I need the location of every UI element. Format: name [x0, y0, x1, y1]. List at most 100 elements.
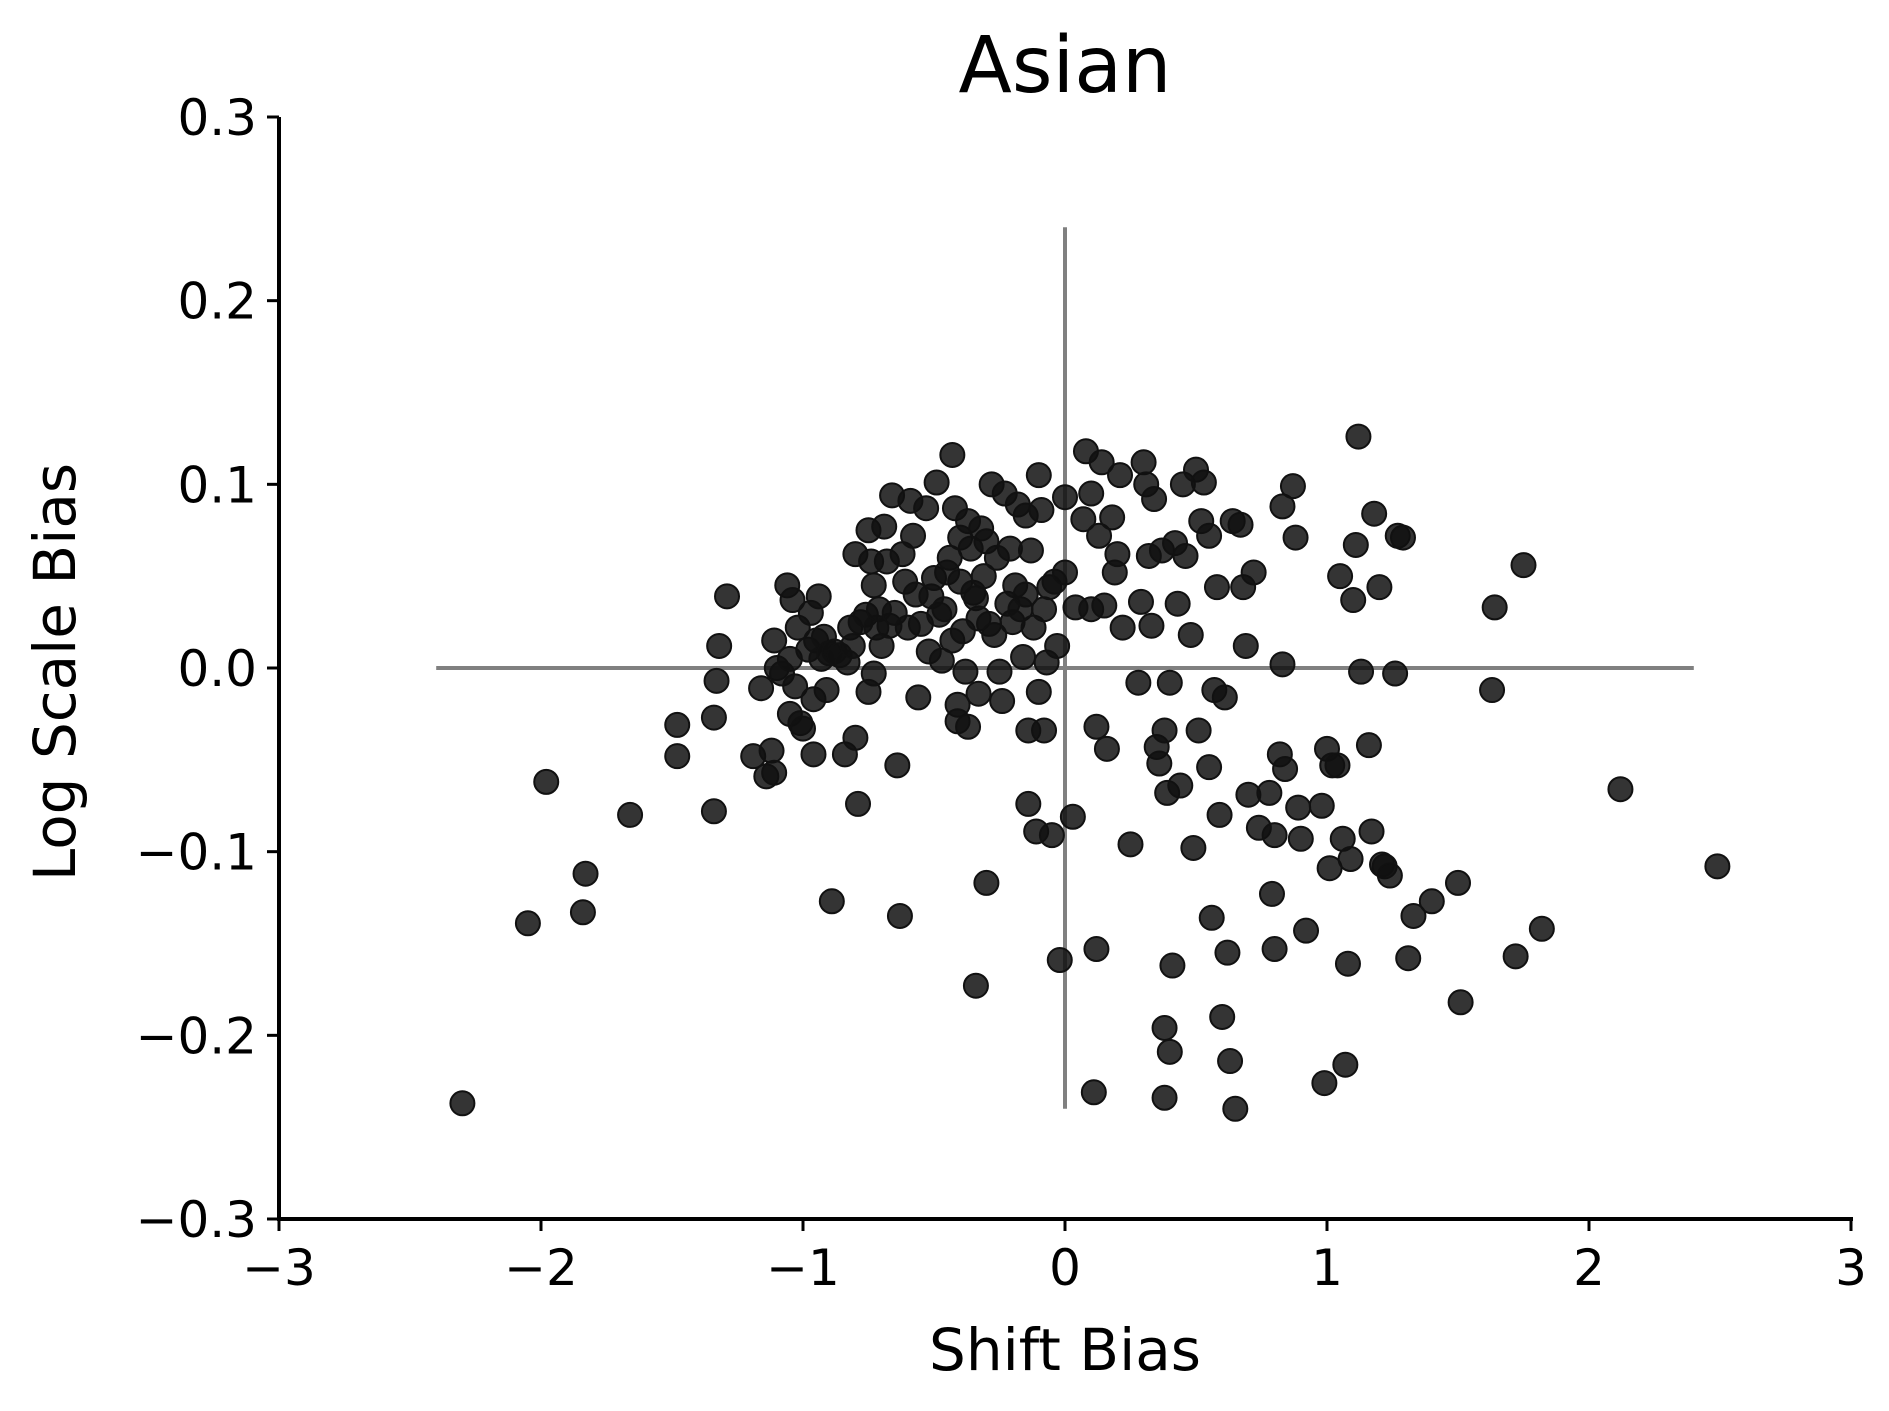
reference-lines [436, 227, 1694, 1109]
data-point [886, 902, 913, 929]
data-point [805, 583, 832, 610]
data-point [1052, 559, 1078, 586]
data-point [955, 713, 982, 740]
data-point [913, 495, 940, 522]
data-point [1172, 542, 1199, 569]
x-tick-label: −1 [766, 1239, 840, 1297]
data-point [1159, 952, 1186, 979]
data-point [1156, 669, 1183, 696]
data-point [664, 711, 691, 738]
chart-title: Asian [959, 21, 1172, 111]
y-tick-label: 0.0 [177, 640, 257, 698]
y-tick-label: −0.2 [136, 1007, 257, 1065]
data-point [1117, 831, 1144, 858]
data-point [1025, 462, 1052, 489]
data-point [617, 801, 644, 828]
data-point [1324, 752, 1351, 779]
data-point [970, 563, 997, 590]
data-point [1334, 950, 1361, 977]
data-point [813, 677, 840, 704]
data-point [1028, 497, 1055, 524]
data-point [761, 759, 788, 786]
data-point [1099, 504, 1126, 531]
y-tick-label: 0.2 [177, 273, 257, 331]
data-point [1078, 480, 1105, 507]
data-point [1308, 792, 1335, 819]
data-point [1130, 449, 1157, 476]
x-tick-label: 1 [1311, 1239, 1343, 1297]
y-axis-label: Log Scale Bias [21, 463, 89, 881]
data-point [1345, 423, 1372, 450]
data-point [1052, 484, 1078, 511]
data-point [779, 587, 806, 614]
x-axis-label: Shift Bias [929, 1316, 1201, 1384]
data-point [1196, 522, 1223, 549]
x-tick-label: 0 [1049, 1239, 1081, 1297]
data-point [923, 469, 950, 496]
y-tick-label: −0.3 [136, 1191, 257, 1249]
data-point [900, 522, 927, 549]
data-point [1031, 717, 1058, 744]
x-tick-label: −3 [242, 1239, 316, 1297]
data-point [1510, 552, 1537, 579]
data-point [1093, 735, 1120, 762]
data-point [1196, 754, 1223, 781]
data-point [1361, 500, 1388, 527]
y-axis-ticks: −0.3 −0.2 −0.1 0.0 0.1 0.2 0.3 [136, 89, 279, 1249]
data-point [1104, 541, 1131, 568]
data-point [1025, 678, 1052, 705]
data-point [931, 596, 958, 623]
data-point [1091, 592, 1118, 619]
data-point [928, 647, 955, 674]
data-point [1010, 643, 1037, 670]
data-point [1227, 511, 1254, 538]
data-point [714, 583, 741, 610]
data-point [1269, 651, 1296, 678]
x-tick-label: 3 [1835, 1239, 1867, 1297]
data-point [1287, 825, 1314, 852]
data-point [572, 860, 599, 887]
y-tick-label: −0.1 [136, 824, 257, 882]
data-point [1279, 473, 1306, 500]
data-point [1358, 818, 1385, 845]
data-point [989, 688, 1016, 715]
data-point [952, 658, 979, 685]
x-axis-ticks: −3 −2 −1 0 1 2 3 [242, 1219, 1867, 1297]
data-point [664, 743, 691, 770]
y-tick-label: 0.1 [177, 456, 257, 514]
data-point [1258, 880, 1285, 907]
data-point [1269, 493, 1296, 520]
data-point [1214, 939, 1241, 966]
x-tick-label: 2 [1573, 1239, 1605, 1297]
data-point [1311, 1070, 1338, 1097]
data-point [1217, 1048, 1244, 1075]
data-point [1366, 574, 1393, 601]
data-point [1031, 596, 1058, 623]
data-point [1211, 684, 1238, 711]
data-point [449, 1090, 476, 1117]
data-point [1342, 531, 1369, 558]
data-point [1080, 1079, 1107, 1106]
data-point [1164, 590, 1191, 617]
data-point [1070, 506, 1097, 533]
data-point [905, 684, 932, 711]
data-point [1355, 732, 1382, 759]
data-point [1141, 486, 1168, 513]
data-point [1180, 834, 1207, 861]
data-point [1376, 862, 1403, 889]
data-point [1198, 904, 1225, 931]
data-point [1059, 803, 1086, 830]
y-tick-label: 0.3 [177, 89, 257, 147]
data-point [1151, 717, 1178, 744]
data-point [1012, 581, 1039, 608]
data-point [1138, 612, 1165, 639]
data-point [1209, 1003, 1236, 1030]
data-point [1015, 790, 1042, 817]
data-point [1502, 943, 1529, 970]
data-point [703, 667, 730, 694]
data-point [1232, 632, 1259, 659]
data-point [1607, 776, 1634, 803]
data-point [1038, 822, 1065, 849]
data-point [1337, 846, 1364, 873]
